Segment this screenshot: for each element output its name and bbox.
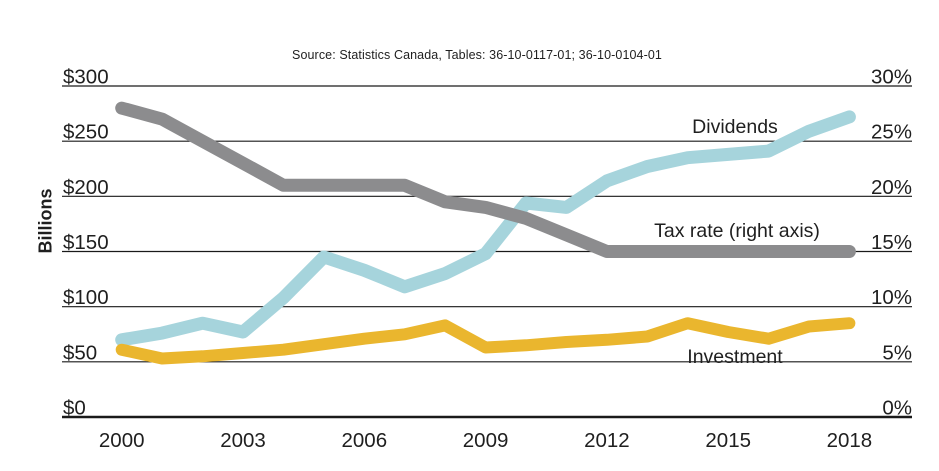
tax-rate-line <box>115 101 856 258</box>
right-axis-tick: 20% <box>871 176 912 199</box>
left-axis-tick: $150 <box>63 231 109 254</box>
left-axis-tick: $0 <box>63 397 86 420</box>
dividends-line <box>115 110 856 347</box>
right-axis-tick: 25% <box>871 121 912 144</box>
left-axis-tick: $100 <box>63 286 109 309</box>
right-axis-tick: 10% <box>871 286 912 309</box>
x-axis-tick: 2009 <box>463 429 509 452</box>
left-axis-tick: $50 <box>63 341 97 364</box>
right-axis-tick: 0% <box>882 397 912 420</box>
x-axis-tick: 2006 <box>341 429 387 452</box>
x-axis-tick: 2003 <box>220 429 266 452</box>
dividends-label: Dividends <box>692 116 778 138</box>
x-axis-tick: 2000 <box>99 429 145 452</box>
investment-label: Investment <box>687 346 783 368</box>
right-axis-tick: 15% <box>871 231 912 254</box>
source-note: Source: Statistics Canada, Tables: 36-10… <box>292 48 662 62</box>
investment-line <box>115 317 856 365</box>
x-axis-tick: 2018 <box>827 429 873 452</box>
tax-rate-label: Tax rate (right axis) <box>654 220 820 242</box>
left-axis-tick: $300 <box>63 66 109 89</box>
left-axis-tick: $200 <box>63 176 109 199</box>
right-axis-tick: 30% <box>871 66 912 89</box>
right-axis-tick: 5% <box>882 341 912 364</box>
left-axis-tick: $250 <box>63 121 109 144</box>
x-axis-tick: 2012 <box>584 429 630 452</box>
x-axis-tick: 2015 <box>705 429 751 452</box>
